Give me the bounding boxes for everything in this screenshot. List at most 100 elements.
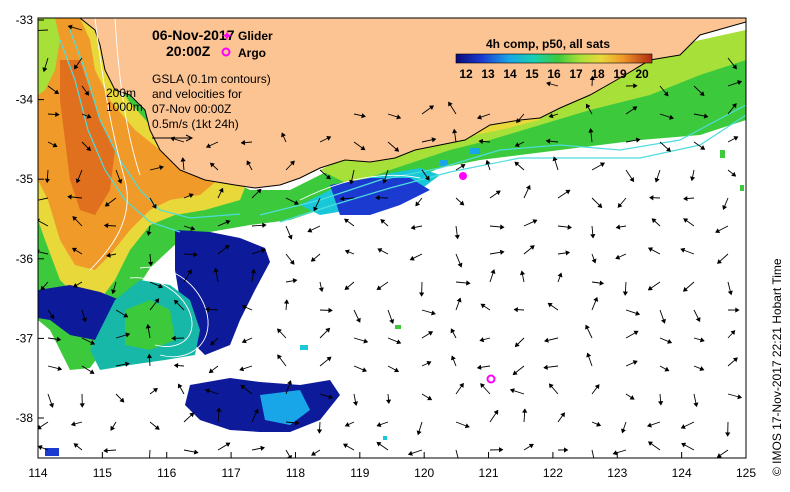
- velocity-arrowhead: [189, 412, 195, 418]
- velocity-arrowhead: [599, 162, 605, 168]
- velocity-arrowhead: [79, 403, 85, 408]
- velocity-arrowhead: [548, 383, 554, 389]
- velocity-arrowhead: [480, 303, 486, 309]
- velocity-arrowhead: [452, 128, 458, 134]
- plot-frame: [37, 17, 747, 459]
- colorbar-title: 4h comp, p50, all sats: [486, 37, 610, 51]
- velocity-arrowhead: [509, 388, 515, 394]
- velocity-arrowhead: [431, 310, 436, 316]
- velocity-arrowhead: [344, 285, 350, 291]
- legend-argo-label: Argo: [238, 46, 266, 60]
- velocity-arrowhead: [89, 369, 95, 374]
- x-tick-label: 118: [286, 466, 305, 480]
- velocity-arrowhead: [193, 449, 199, 455]
- velocity-arrowhead: [73, 443, 79, 448]
- velocity-arrowhead: [522, 408, 528, 413]
- velocity-arrowhead: [665, 146, 671, 152]
- velocity-arrowhead: [514, 342, 520, 348]
- velocity-arrowhead: [342, 443, 349, 449]
- velocity-arrowhead: [67, 24, 73, 30]
- velocity-arrowhead: [722, 204, 728, 210]
- y-axis: -33 -34 -35 -36 -37 -38: [16, 13, 44, 425]
- argo-position: [486, 374, 496, 384]
- colorbar-tick-label: 13: [481, 67, 495, 81]
- velocity-arrowhead: [567, 224, 573, 230]
- velocity-arrowhead: [732, 64, 737, 70]
- velocity-arrowhead: [260, 248, 266, 254]
- velocity-arrowhead: [326, 356, 332, 362]
- velocity-arrowhead: [55, 111, 60, 118]
- velocity-arrowhead: [240, 140, 246, 146]
- y-tick-label: -35: [16, 172, 34, 186]
- velocity-arrowhead: [716, 259, 722, 264]
- velocity-arrowhead: [103, 447, 108, 454]
- colorbar-tick-label: 18: [591, 67, 605, 81]
- x-tick-label: 120: [414, 466, 434, 480]
- velocity-arrowhead: [154, 298, 160, 304]
- velocity-arrowhead: [735, 307, 740, 313]
- velocity-arrowhead: [173, 299, 179, 305]
- velocity-arrowhead: [260, 445, 265, 451]
- velocity-arrowhead: [362, 367, 368, 373]
- velocity-arrowhead: [615, 224, 621, 230]
- velocity-arrowhead: [344, 422, 350, 427]
- y-tick-label: -38: [16, 411, 34, 425]
- colorbar: 4h comp, p50, all sats 12 13 14 15 16 17 18 19 2…: [455, 37, 653, 81]
- velocity-arrowhead: [52, 142, 58, 148]
- velocity-arrowhead: [525, 184, 531, 190]
- velocity-arrowhead: [389, 318, 395, 324]
- velocity-arrowhead: [360, 145, 366, 151]
- x-tick-label: 125: [736, 466, 756, 480]
- velocity-arrowhead: [647, 247, 654, 252]
- velocity-arrowhead: [352, 401, 359, 406]
- velocity-arrowhead: [519, 270, 526, 276]
- velocity-arrow: [38, 29, 49, 31]
- velocity-arrowhead: [499, 249, 505, 255]
- velocity-arrowhead: [171, 335, 176, 341]
- velocity-arrowhead: [124, 361, 130, 367]
- velocity-arrowhead: [106, 252, 111, 258]
- velocity-arrowhead: [355, 317, 361, 323]
- velocity-arrowhead: [204, 306, 210, 312]
- velocity-arrowhead: [649, 195, 654, 201]
- y-tick-label: -33: [16, 13, 34, 27]
- velocity-arrowhead: [725, 432, 731, 437]
- velocity-arrowhead: [545, 81, 551, 87]
- velocity-arrow: [591, 449, 595, 458]
- x-tick-label: 121: [479, 466, 499, 480]
- velocity-arrowhead: [277, 354, 282, 360]
- velocity-arrowhead: [585, 324, 590, 330]
- velocity-arrowhead: [632, 106, 638, 111]
- velocity-arrowhead: [289, 259, 295, 265]
- velocity-arrowhead: [145, 323, 151, 329]
- colorbar-gradient: [455, 53, 653, 64]
- velocity-arrowhead: [380, 219, 386, 224]
- velocity-arrowhead: [281, 132, 286, 138]
- velocity-arrowhead: [547, 302, 553, 308]
- velocity-arrowhead: [594, 384, 600, 390]
- velocity-arrowhead: [328, 394, 334, 400]
- velocity-arrowhead: [86, 146, 92, 152]
- velocity-arrowhead: [81, 317, 87, 323]
- x-tick-label: 119: [350, 466, 369, 480]
- velocity-arrowhead: [693, 402, 699, 408]
- velocity-arrowhead: [250, 268, 257, 274]
- velocity-arrowhead: [545, 138, 551, 144]
- velocity-arrowhead: [612, 450, 618, 456]
- velocity-arrowhead: [552, 156, 558, 162]
- velocity-arrowhead: [428, 105, 435, 111]
- velocity-arrowhead: [180, 157, 186, 162]
- velocity-arrowhead: [476, 364, 482, 370]
- x-tick-label: 116: [157, 466, 176, 480]
- velocity-arrow: [38, 251, 49, 255]
- velocity-arrowhead: [651, 218, 657, 224]
- velocity-arrowhead: [56, 336, 62, 342]
- velocity-arrowhead: [615, 254, 621, 260]
- x-tick-label: 122: [543, 466, 563, 480]
- velocity-arrowhead: [103, 222, 109, 229]
- velocity-arrowhead: [415, 201, 421, 207]
- glider-marker-icon: ✦: [222, 29, 232, 43]
- velocity-arrowhead: [599, 280, 605, 286]
- velocity-arrowhead: [310, 256, 316, 262]
- velocity-arrowhead: [597, 203, 603, 208]
